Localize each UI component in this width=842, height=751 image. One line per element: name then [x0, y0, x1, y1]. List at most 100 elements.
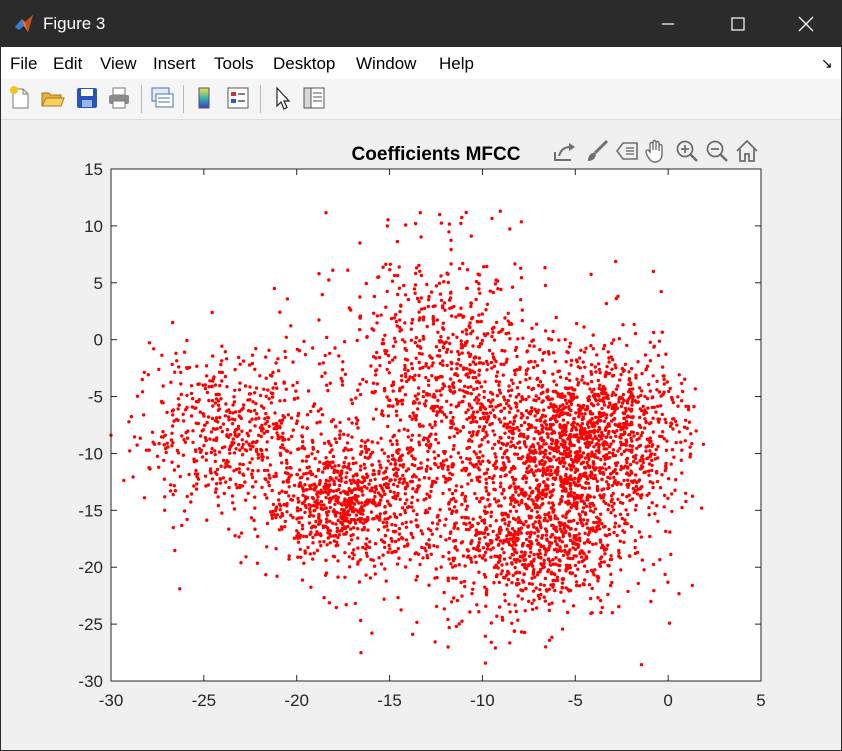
menu-file[interactable]: File [10, 54, 38, 73]
data-point [508, 470, 512, 474]
data-point [532, 437, 536, 441]
data-point [534, 394, 538, 398]
data-point [400, 522, 405, 526]
data-point [540, 415, 544, 419]
figure-canvas[interactable]: -30 -25 -20 -15 -10 -5 0 5 15 10 5 0 -5 -10 -15 -20 -25-… [1, 120, 841, 750]
data-point [395, 515, 399, 520]
data-point [624, 458, 629, 462]
data-point [349, 490, 354, 495]
zoom-out-icon[interactable] [704, 138, 730, 164]
data-point [518, 571, 522, 575]
datatip-icon[interactable] [614, 138, 640, 164]
data-point [557, 414, 561, 419]
data-point [567, 532, 571, 536]
insert-legend-icon[interactable] [225, 85, 251, 111]
data-point [597, 367, 602, 372]
data-point [370, 440, 374, 444]
data-point [404, 538, 409, 542]
menu-window[interactable]: Window [356, 54, 417, 73]
save-icon[interactable] [74, 85, 100, 111]
data-point [162, 443, 166, 447]
data-point [593, 473, 597, 478]
data-point [232, 400, 237, 404]
data-point [596, 362, 601, 366]
data-point [383, 505, 387, 509]
zoom-in-icon[interactable] [674, 138, 700, 164]
data-point [442, 607, 446, 611]
open-file-icon[interactable] [39, 85, 65, 111]
menu-tools[interactable]: Tools [214, 54, 254, 73]
data-point [612, 475, 616, 480]
data-point [469, 385, 473, 389]
data-point [162, 458, 166, 463]
print-icon[interactable] [106, 85, 132, 111]
data-point [639, 663, 644, 667]
data-point [328, 541, 332, 545]
data-point [324, 571, 329, 575]
data-point [555, 575, 560, 579]
data-point [203, 436, 208, 440]
data-point [684, 491, 688, 495]
home-icon[interactable] [734, 138, 760, 164]
data-point [574, 534, 578, 538]
data-point [576, 484, 580, 488]
data-point [248, 420, 252, 424]
minimize-button[interactable] [633, 1, 703, 47]
pan-icon[interactable] [643, 138, 669, 164]
data-point [300, 523, 305, 528]
brush-icon[interactable] [584, 138, 610, 164]
data-point [322, 466, 327, 470]
data-point [554, 414, 558, 418]
menu-help[interactable]: Help [439, 54, 474, 73]
data-point [380, 448, 384, 452]
data-point [448, 388, 452, 392]
maximize-button[interactable] [703, 1, 773, 47]
data-point [598, 371, 602, 375]
data-point [495, 465, 499, 470]
data-point [577, 560, 581, 564]
menu-insert[interactable]: Insert [153, 54, 196, 73]
export-icon[interactable] [552, 138, 578, 164]
data-point [607, 503, 611, 507]
menu-desktop[interactable]: Desktop [273, 54, 336, 73]
data-point [516, 520, 521, 524]
data-point [328, 505, 333, 510]
edit-plot-icon[interactable] [269, 85, 295, 111]
new-figure-icon[interactable] [7, 85, 33, 111]
data-point [484, 359, 489, 364]
data-point [650, 405, 654, 410]
data-point [596, 402, 600, 406]
property-inspector-icon[interactable] [301, 85, 327, 111]
data-point [438, 361, 442, 366]
data-point [566, 437, 570, 441]
data-point [455, 362, 459, 366]
insert-colorbar-icon[interactable] [191, 85, 217, 111]
menu-edit[interactable]: Edit [53, 54, 83, 73]
y-tick-label: 5 [94, 274, 103, 293]
scatter-plot[interactable]: -30 -25 -20 -15 -10 -5 0 5151050-5-10-15-20-25-… [1, 120, 841, 750]
menu-view[interactable]: View [100, 54, 137, 73]
data-point [528, 546, 532, 550]
data-point [406, 369, 410, 373]
data-point [223, 414, 227, 418]
data-point [487, 348, 492, 353]
data-point [259, 447, 263, 452]
data-point [193, 472, 198, 476]
data-point [601, 472, 606, 476]
data-point [370, 463, 375, 467]
data-point [661, 430, 665, 434]
data-point [397, 532, 402, 536]
data-point [481, 531, 485, 536]
link-plot-icon[interactable] [149, 85, 175, 111]
data-point [575, 395, 579, 399]
data-point [449, 238, 453, 242]
data-point [551, 329, 555, 334]
data-point [434, 462, 438, 467]
title-bar[interactable]: Figure 3 [1, 1, 841, 47]
data-point [568, 501, 572, 506]
dock-arrow-icon[interactable]: ↘ [821, 55, 833, 71]
data-point [483, 380, 487, 384]
data-point [561, 452, 565, 456]
data-point [610, 611, 615, 615]
close-button[interactable] [771, 1, 841, 47]
